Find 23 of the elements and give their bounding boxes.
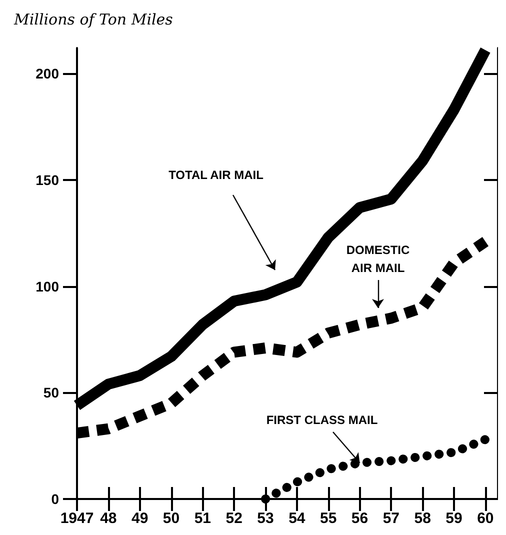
y-axis-title: Millions of Ton Miles — [13, 10, 174, 28]
x-tick-label: 55 — [320, 510, 337, 527]
x-tick-label: 1947 — [60, 510, 94, 527]
x-tick-label: 52 — [226, 510, 242, 527]
x-tick-label: 53 — [257, 510, 274, 527]
x-tick-label: 49 — [131, 510, 148, 527]
annotation: FIRST CLASS MAIL — [266, 413, 378, 427]
y-tick-label: 100 — [36, 278, 60, 294]
x-tick-label: 51 — [194, 510, 212, 527]
y-tick-label: 150 — [36, 172, 60, 188]
y-tick-label: 0 — [51, 491, 60, 507]
y-tick-label: 50 — [43, 384, 60, 401]
x-tick-label: 50 — [162, 510, 180, 527]
x-tick-label: 58 — [414, 510, 431, 527]
x-tick-label: 48 — [100, 510, 117, 527]
annotation: DOMESTIC AIR MAIL — [346, 243, 410, 275]
x-tick-label: 60 — [477, 510, 494, 527]
x-tick-label: 54 — [288, 510, 306, 527]
y-tick-label: 200 — [36, 66, 60, 82]
x-tick-label: 56 — [351, 510, 368, 527]
x-tick-label: 59 — [446, 510, 462, 527]
annotation: TOTAL AIR MAIL — [168, 168, 264, 182]
x-tick-label: 57 — [382, 510, 400, 527]
